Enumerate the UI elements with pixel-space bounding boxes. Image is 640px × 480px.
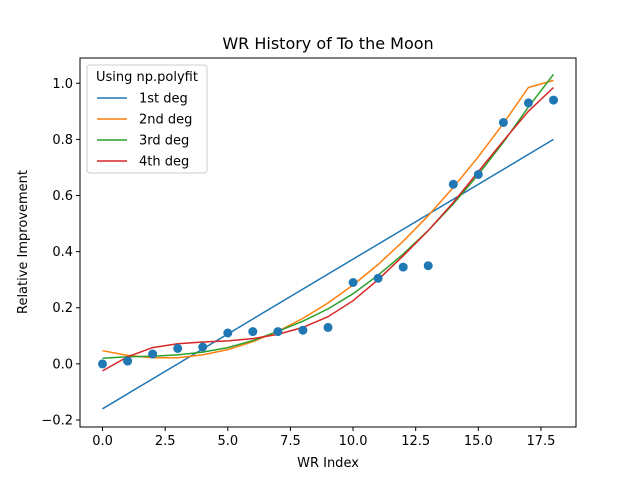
legend-entry: 4th deg [139,155,189,170]
x-tick-label: 17.5 [526,434,555,449]
axis-ticks: 0.0 2.5 5.0 7.5 10.0 12.5 15.0 17.5 −0.2 0.0 0.2 0.… [41,77,555,449]
y-tick-label: 0.4 [52,245,73,260]
data-point [248,327,258,337]
data-point [448,179,458,189]
x-axis-label: WR Index [297,456,359,471]
x-tick-label: 10.0 [339,434,368,449]
x-tick-label: 7.5 [280,434,301,449]
data-point [173,343,183,353]
legend: Using np.polyfit 1st deg 2nd deg 3rd deg 4th… [86,64,208,174]
data-point [348,278,358,287]
legend-box [86,64,208,174]
data-point [473,170,483,179]
series-line-1 [102,138,554,410]
legend-title: Using np.polyfit [96,70,198,85]
data-point [523,98,533,108]
x-tick-label: 12.5 [401,434,430,449]
data-point [398,262,408,272]
y-tick-label: 0.6 [52,189,73,204]
y-axis-label: Relative Improvement [16,170,31,314]
legend-entry: 3rd deg [139,134,189,149]
data-point [198,342,208,352]
x-tick-label: 5.0 [217,434,238,449]
x-tick-label: 15.0 [464,434,493,449]
data-point [273,327,283,337]
data-point [549,95,558,105]
data-point [498,118,508,127]
y-tick-label: 0.2 [52,301,73,316]
plot-area [98,73,558,410]
data-point [123,356,133,366]
data-point [148,349,158,359]
legend-entry: 2nd deg [139,113,192,128]
axes-frame [79,57,577,428]
data-point [423,261,433,271]
data-point [373,273,383,283]
data-point [98,359,107,369]
y-tick-label: 0.0 [52,357,73,372]
chart-title: WR History of To the Moon [222,34,433,53]
legend-entry: 1st deg [139,92,188,107]
x-tick-label: 0.0 [92,434,113,449]
x-tick-label: 2.5 [155,434,176,449]
series-line-2 [102,79,554,359]
y-tick-label: −0.2 [41,413,73,428]
data-point [223,328,233,338]
y-tick-label: 1.0 [52,77,73,92]
data-point [298,325,308,335]
y-tick-label: 0.8 [52,133,73,148]
data-point [323,322,333,332]
